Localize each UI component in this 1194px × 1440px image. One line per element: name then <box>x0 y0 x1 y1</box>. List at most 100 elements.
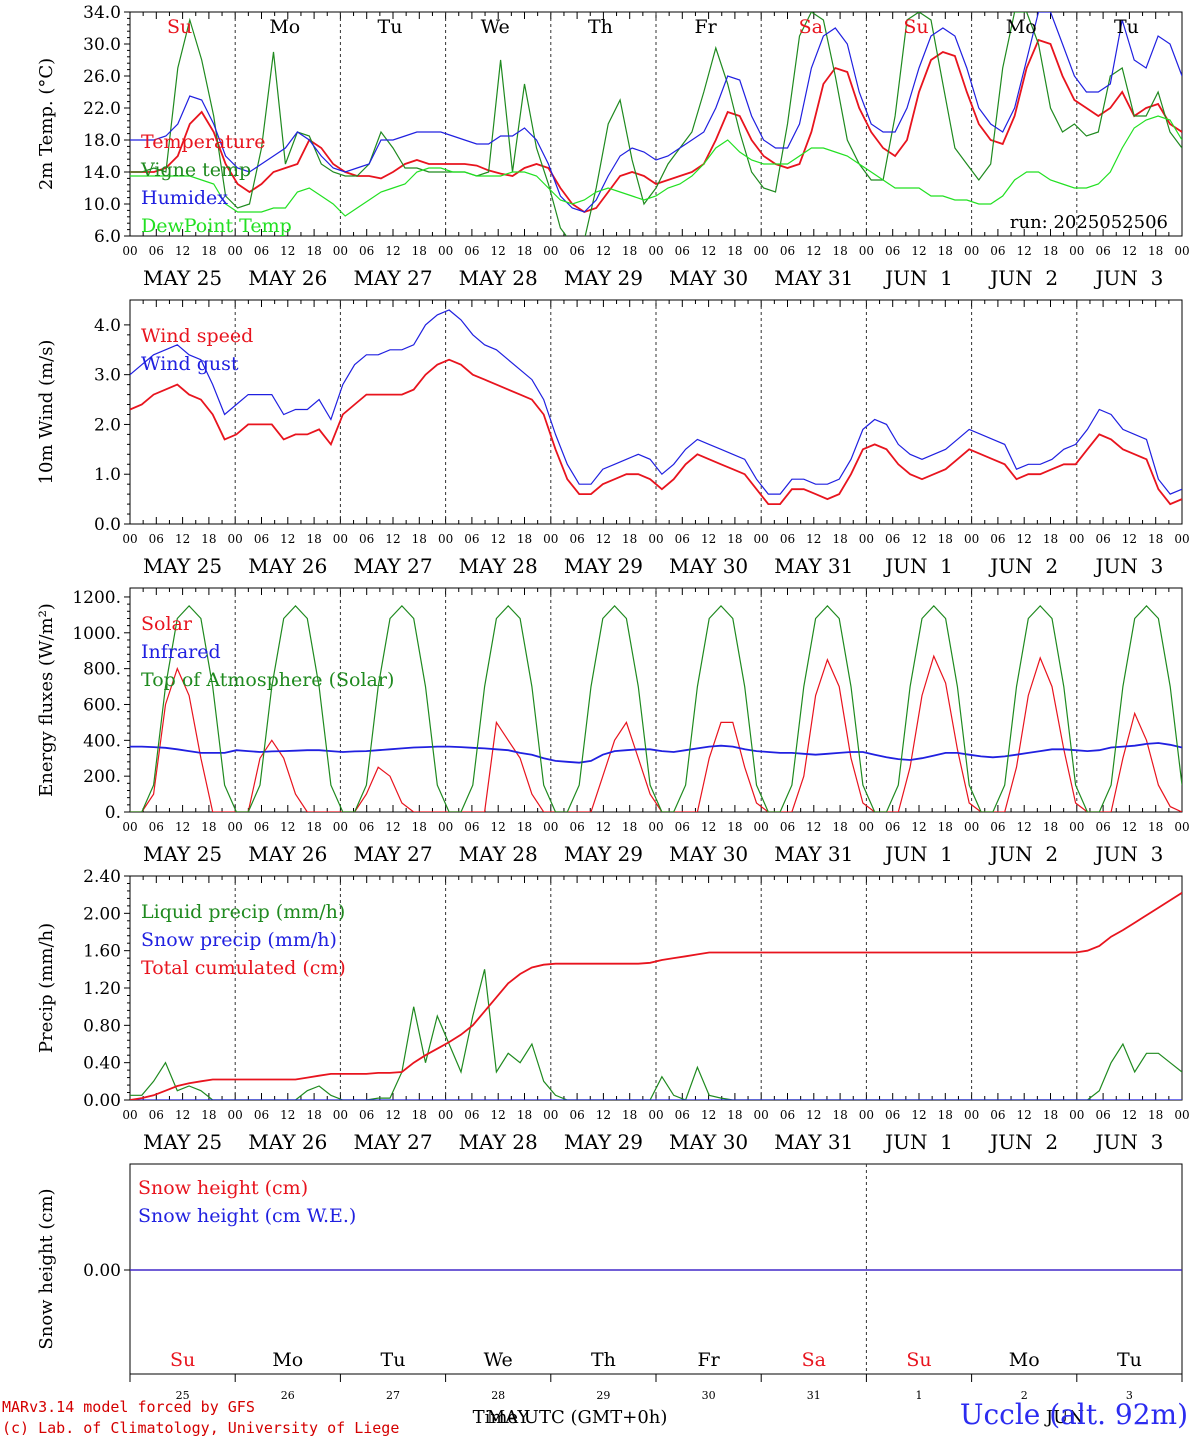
day-label: JUN 3 <box>1093 842 1163 866</box>
panel-frame-1 <box>129 11 1183 237</box>
hour-tick-label: 06 <box>885 244 900 258</box>
hour-tick-label: 18 <box>517 1108 532 1122</box>
day-label: JUN 2 <box>988 842 1058 866</box>
hour-tick-label: 12 <box>806 532 821 546</box>
credit-line-lab: (c) Lab. of Climatology, University of L… <box>2 1419 400 1437</box>
credit-line-model: MARv3.14 model forced by GFS <box>2 1398 255 1416</box>
hour-tick-label: 12 <box>701 532 716 546</box>
run-annotation: run: 2025052506 <box>1010 212 1168 233</box>
day-label: MAY 28 <box>459 1130 538 1154</box>
hour-tick-label: 12 <box>1017 820 1032 834</box>
hour-tick-label: 06 <box>254 244 269 258</box>
hour-tick-label: 18 <box>622 532 637 546</box>
hour-tick-label: 18 <box>727 1108 742 1122</box>
y-tick-label: 0.00 <box>83 1261 121 1281</box>
hour-tick-label: 00 <box>1174 532 1189 546</box>
hour-tick-label: 12 <box>280 532 295 546</box>
hour-tick-label: 06 <box>885 532 900 546</box>
hour-tick-label: 00 <box>438 1108 453 1122</box>
day-label: MAY 27 <box>353 842 432 866</box>
hour-tick-label: 12 <box>1017 532 1032 546</box>
hour-tick-label: 12 <box>491 532 506 546</box>
hour-tick-label: 00 <box>1069 532 1084 546</box>
hour-tick-label: 18 <box>622 1108 637 1122</box>
hour-tick-label: 06 <box>990 820 1005 834</box>
hour-tick-label: 18 <box>517 820 532 834</box>
legend-entry: Humidex <box>141 187 228 209</box>
hour-tick-label: 06 <box>675 532 690 546</box>
hour-tick-label: 12 <box>280 820 295 834</box>
y-tick-label: 0. <box>105 803 121 823</box>
series-line-liquid-precip-mm-h- <box>130 969 1182 1100</box>
hour-tick-label: 06 <box>254 820 269 834</box>
month-marker-may: MAY <box>487 1407 531 1428</box>
y-axis-label: 10m Wind (m/s) <box>36 340 57 485</box>
y-tick-label: 30.0 <box>83 35 121 55</box>
y-tick-label: 34.0 <box>83 3 121 23</box>
legend-entry: Top of Atmosphere (Solar) <box>141 669 394 691</box>
hour-tick-label: 18 <box>832 1108 847 1122</box>
day-label: JUN 1 <box>883 554 953 578</box>
y-tick-label: 2.00 <box>83 904 121 924</box>
hour-tick-label: 06 <box>569 532 584 546</box>
y-axis-label: Energy fluxes (W/m²) <box>36 603 57 797</box>
hour-tick-label: 00 <box>648 820 663 834</box>
hour-tick-label: 12 <box>491 244 506 258</box>
day-label: MAY 28 <box>459 842 538 866</box>
hour-tick-label: 12 <box>1017 244 1032 258</box>
day-label: JUN 2 <box>988 554 1058 578</box>
bottom-weekday-label: Th <box>591 1349 616 1371</box>
hour-tick-label: 12 <box>280 244 295 258</box>
hour-tick-label: 00 <box>754 1108 769 1122</box>
hour-tick-label: 18 <box>832 820 847 834</box>
y-axis-label: 2m Temp. (°C) <box>36 58 57 190</box>
day-label: MAY 26 <box>248 842 327 866</box>
x-axis-label: Time UTC (GMT+0h) <box>473 1407 668 1428</box>
hour-tick-label: 00 <box>754 820 769 834</box>
legend-entry: DewPoint Temp <box>141 215 292 237</box>
hour-tick-label: 00 <box>754 532 769 546</box>
hour-tick-label: 18 <box>938 1108 953 1122</box>
hour-tick-label: 06 <box>359 820 374 834</box>
day-label: MAY 26 <box>248 1130 327 1154</box>
hour-tick-label: 18 <box>201 1108 216 1122</box>
hour-tick-label: 12 <box>175 1108 190 1122</box>
y-tick-label: 14.0 <box>83 163 121 183</box>
hour-tick-label: 18 <box>1148 1108 1163 1122</box>
hour-tick-label: 00 <box>333 820 348 834</box>
hour-tick-label: 00 <box>438 244 453 258</box>
y-tick-label: 200. <box>83 767 121 787</box>
day-label: MAY 31 <box>774 842 853 866</box>
hour-tick-label: 18 <box>622 820 637 834</box>
day-label: JUN 1 <box>883 842 953 866</box>
hour-tick-label: 00 <box>122 244 137 258</box>
bottom-weekday-label: We <box>484 1349 513 1371</box>
legend-entry: Solar <box>141 613 193 635</box>
hour-tick-label: 06 <box>569 1108 584 1122</box>
hour-tick-label: 00 <box>964 1108 979 1122</box>
hour-tick-label: 18 <box>306 1108 321 1122</box>
bottom-weekday-label: Tu <box>381 1349 406 1371</box>
legend-entry: Total cumulated (cm) <box>141 957 346 979</box>
legend-entry: Snow height (cm W.E.) <box>138 1205 356 1227</box>
day-label: JUN 2 <box>988 266 1058 290</box>
y-axis-label: Snow height (cm) <box>36 1188 57 1349</box>
y-tick-label: 4.0 <box>94 316 121 336</box>
day-label: MAY 29 <box>564 1130 643 1154</box>
hour-tick-label: 12 <box>701 820 716 834</box>
hour-tick-label: 00 <box>859 532 874 546</box>
hour-tick-label: 18 <box>412 1108 427 1122</box>
day-label: JUN 3 <box>1093 266 1163 290</box>
hour-tick-label: 12 <box>911 244 926 258</box>
hour-tick-label: 06 <box>1095 532 1110 546</box>
y-tick-label: 0.40 <box>83 1054 121 1074</box>
y-tick-label: 26.0 <box>83 67 121 87</box>
y-tick-label: 800. <box>83 660 121 680</box>
day-label: MAY 29 <box>564 842 643 866</box>
hour-tick-label: 18 <box>1148 244 1163 258</box>
hour-tick-label: 06 <box>359 244 374 258</box>
hour-tick-label: 12 <box>701 244 716 258</box>
hour-tick-label: 12 <box>1122 820 1137 834</box>
hour-tick-label: 00 <box>333 532 348 546</box>
top-weekday-label: Su <box>167 16 192 38</box>
